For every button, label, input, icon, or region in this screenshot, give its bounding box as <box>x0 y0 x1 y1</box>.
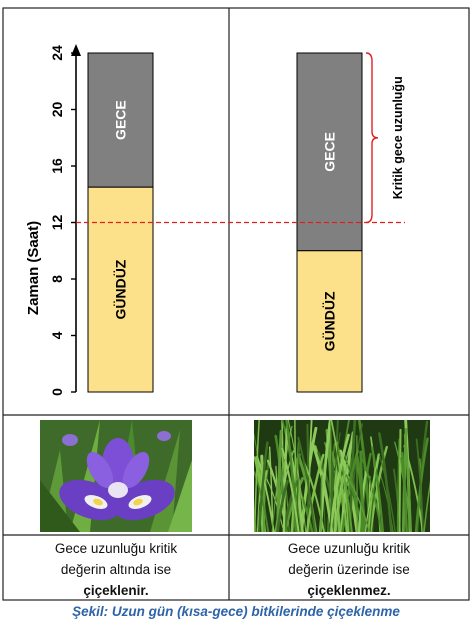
y-tick-label: 16 <box>49 158 65 174</box>
right-day-label: GÜNDÜZ <box>322 291 338 351</box>
iris-flower-photo <box>40 420 192 532</box>
grass-blade <box>271 449 284 532</box>
grass-blade <box>256 459 263 532</box>
y-tick-label: 12 <box>49 215 65 231</box>
grass-blade <box>297 436 316 532</box>
right-night-label: GECE <box>322 132 338 172</box>
right-caption-bold: çiçeklenmez. <box>307 583 391 598</box>
figure-caption: Şekil: Uzun gün (kısa-gece) bitkilerinde… <box>72 604 400 619</box>
grass-blade <box>403 433 413 532</box>
right-day-bar <box>296 250 363 393</box>
grass-blade <box>305 453 325 532</box>
table-border <box>2 7 470 601</box>
grass-blade <box>335 463 348 532</box>
grass-blade <box>349 480 370 532</box>
left-caption: Gece uzunluğu kritik değerin altında ise… <box>3 538 229 601</box>
critical-night-bracket <box>365 52 379 224</box>
grass-blade <box>330 420 348 532</box>
grass-blade <box>281 447 300 532</box>
grass-blade <box>285 420 298 532</box>
grass-blade <box>396 438 400 532</box>
grass-blade <box>370 446 385 532</box>
left-caption-line2: değerin altında ise <box>60 562 172 577</box>
left-caption-bold: çiçeklenir. <box>83 583 149 598</box>
grass-blade <box>257 441 269 532</box>
grass-blade <box>398 428 402 532</box>
grass-blade <box>320 474 323 532</box>
grass-blade <box>335 441 353 532</box>
grass-blade <box>328 432 341 532</box>
grass-blade <box>328 433 350 532</box>
y-axis-label: Zaman (Saat) <box>25 221 42 315</box>
grass-photo <box>254 420 430 532</box>
left-day-bar <box>87 186 154 393</box>
grass-blade <box>423 480 430 532</box>
y-tick-label: 0 <box>49 388 65 396</box>
right-caption-line2: değerin üzerinde ise <box>288 562 410 577</box>
right-caption-line1: Gece uzunluğu kritik <box>287 541 411 556</box>
grass-blade <box>293 441 299 532</box>
grass-blade <box>359 450 364 532</box>
grass-blade <box>400 451 408 532</box>
grass-blade <box>334 463 341 532</box>
right-caption: Gece uzunluğu kritik değerin üzerinde is… <box>229 538 469 601</box>
grass-blade <box>415 438 425 532</box>
critical-night-bracket-label: Kritik gece uzunluğu <box>391 76 405 199</box>
y-tick-label: 4 <box>49 331 65 339</box>
grass-blade <box>414 437 429 532</box>
left-day-label: GÜNDÜZ <box>113 259 129 319</box>
grass-blade <box>303 461 325 532</box>
grass-blade <box>378 432 393 532</box>
y-tick-label: 24 <box>49 45 65 61</box>
grass-blade <box>276 429 283 532</box>
grass-blade <box>254 420 260 532</box>
y-axis-arrowhead <box>71 44 81 56</box>
grass-blade <box>282 425 288 532</box>
left-night-bar <box>87 52 154 188</box>
y-tick-label: 20 <box>49 102 65 118</box>
grass-blade <box>266 478 285 532</box>
grass-blade <box>361 458 383 532</box>
grass-blade <box>276 479 289 532</box>
left-night-label: GECE <box>113 100 129 140</box>
y-tick-label: 8 <box>49 275 65 283</box>
y-axis-ticks: 0 4 8 12 16 20 24 <box>49 45 76 396</box>
left-caption-line1: Gece uzunluğu kritik <box>54 541 178 556</box>
